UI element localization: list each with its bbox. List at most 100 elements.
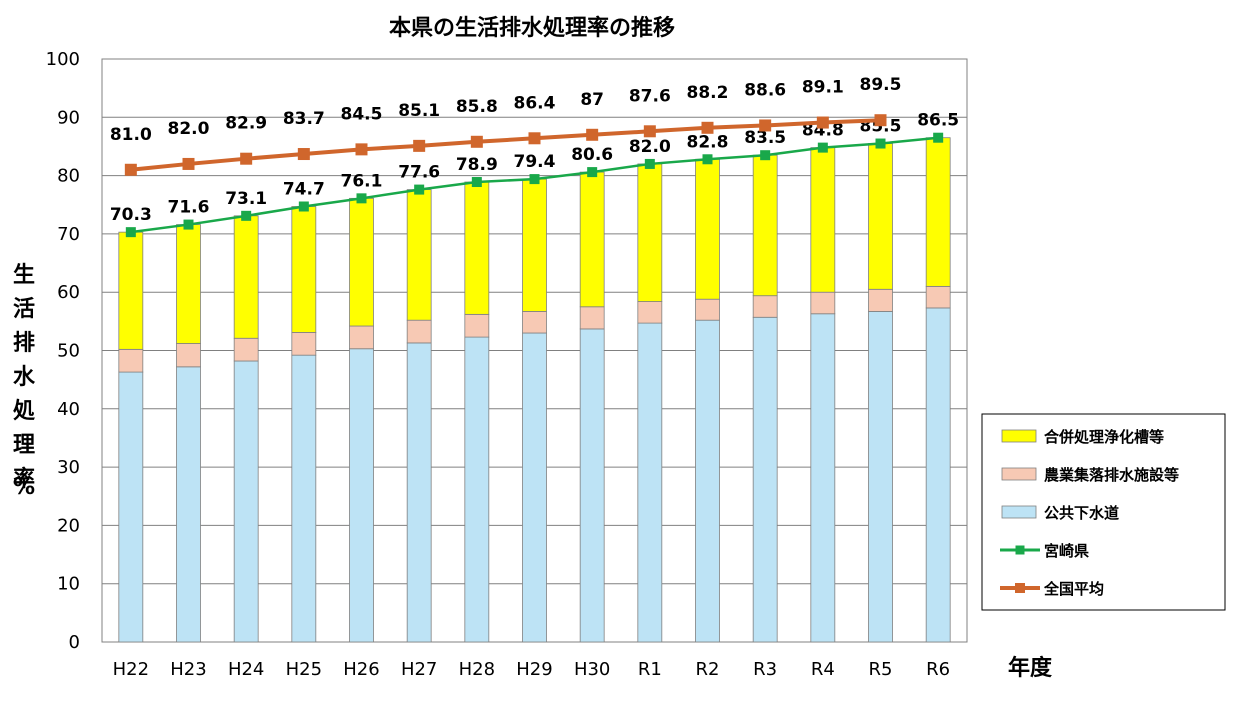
data-label: 74.7 [283, 179, 325, 199]
x-tick-label: R1 [638, 659, 662, 680]
y-tick-label: 50 [57, 341, 80, 362]
bar-segment [176, 343, 201, 368]
series-marker [183, 219, 194, 230]
chart-title: 本県の生活排水処理率の推移 [389, 15, 675, 41]
bar-segment [925, 307, 951, 643]
bar-segment [868, 143, 893, 290]
bar-segment [752, 316, 778, 643]
legend-swatch-marker [1015, 583, 1025, 593]
x-tick-label: R5 [869, 659, 893, 680]
y-axis-label-char: 理 [13, 433, 35, 458]
bar-segment [810, 147, 836, 293]
series-marker [874, 114, 887, 127]
data-label: 89.1 [802, 78, 844, 98]
series-marker [298, 201, 309, 212]
x-tick-label: H27 [401, 659, 437, 680]
y-tick-label: 20 [57, 515, 80, 536]
x-tick-label: H30 [574, 659, 610, 680]
data-label: 76.1 [341, 171, 383, 191]
data-label: 89.5 [860, 75, 902, 95]
series-marker [241, 210, 252, 221]
x-tick-label: H22 [113, 659, 149, 680]
bar-segment [291, 332, 317, 356]
bar-segment [868, 311, 893, 643]
bar-segment [291, 354, 317, 643]
bar-segment [522, 332, 547, 643]
series-marker [816, 116, 829, 129]
y-axis-label: 生活排水処理率 [13, 263, 36, 492]
bar-segment [810, 313, 836, 643]
data-label: 88.6 [744, 80, 786, 100]
series-marker [240, 152, 253, 165]
bar-segment [349, 197, 374, 327]
data-label: 86.5 [917, 111, 959, 131]
bar-segment [522, 311, 547, 334]
bar-segment [291, 206, 317, 333]
bar-segment [464, 336, 490, 643]
data-label: 80.6 [571, 145, 613, 165]
bar-segment [579, 171, 605, 308]
bar-segment [464, 313, 490, 338]
data-label: 82.0 [168, 119, 210, 139]
x-tick-label: H25 [286, 659, 322, 680]
data-label: 73.1 [225, 189, 267, 209]
series-marker [933, 132, 944, 143]
bar-segment [810, 291, 836, 315]
bar-segment [522, 178, 547, 312]
bar-segment [637, 301, 663, 324]
series-marker [702, 154, 713, 165]
legend-label: 公共下水道 [1044, 504, 1119, 522]
x-tick-label: R6 [926, 659, 950, 680]
series-marker [587, 167, 598, 178]
series-marker [297, 148, 310, 161]
legend-swatch [1001, 505, 1037, 519]
data-label: 84.8 [802, 121, 844, 141]
y-axis-label-char: 処 [13, 398, 35, 424]
y-tick-label: 100 [46, 49, 80, 70]
series-marker [413, 139, 426, 152]
bar-segment [176, 224, 201, 344]
y-axis-label-char: 生 [13, 263, 35, 288]
y-axis-unit: % [13, 475, 35, 500]
y-tick-label: 30 [57, 457, 80, 478]
legend-swatch [1001, 429, 1037, 443]
series-marker [586, 128, 599, 141]
x-tick-label: H29 [516, 659, 552, 680]
bar-segment [579, 328, 605, 643]
y-axis-label-char: 率 [13, 466, 35, 492]
bar-segment [406, 189, 432, 321]
data-label: 88.2 [687, 83, 729, 103]
series-marker [471, 177, 482, 188]
series-marker [470, 135, 483, 148]
bar-segment [695, 158, 720, 300]
data-label: 83.5 [744, 128, 786, 148]
bar-segment [925, 285, 951, 309]
bar-segment [695, 298, 720, 321]
series-marker [182, 157, 195, 170]
data-label: 85.8 [456, 97, 498, 117]
data-label: 87 [580, 90, 604, 110]
y-ticks: 0 10 20 30 40 50 60 70 80 90 100 [46, 49, 80, 653]
legend-label: 農業集落排水施設等 [1044, 466, 1179, 484]
bars [118, 137, 951, 643]
legend-swatch-marker [1015, 545, 1025, 555]
data-label: 70.3 [110, 205, 152, 225]
y-axis-label-char: 排 [13, 331, 35, 356]
bar-segment [406, 319, 432, 344]
series-marker [760, 150, 771, 161]
y-axis-label-char: 活 [13, 297, 35, 322]
data-label: 82.0 [629, 137, 671, 157]
series-line [130, 118, 881, 172]
x-tick-label: H26 [343, 659, 379, 680]
legend-label: 合併処理浄化槽等 [1043, 428, 1164, 446]
data-label: 82.9 [225, 114, 267, 134]
bar-segment [233, 337, 259, 362]
bar-segment [752, 295, 778, 318]
bar-segment [579, 306, 605, 330]
legend-swatch [1001, 467, 1037, 481]
x-tick-label: R2 [696, 659, 720, 680]
x-tick-label: H28 [459, 659, 495, 680]
y-tick-label: 90 [57, 107, 80, 128]
